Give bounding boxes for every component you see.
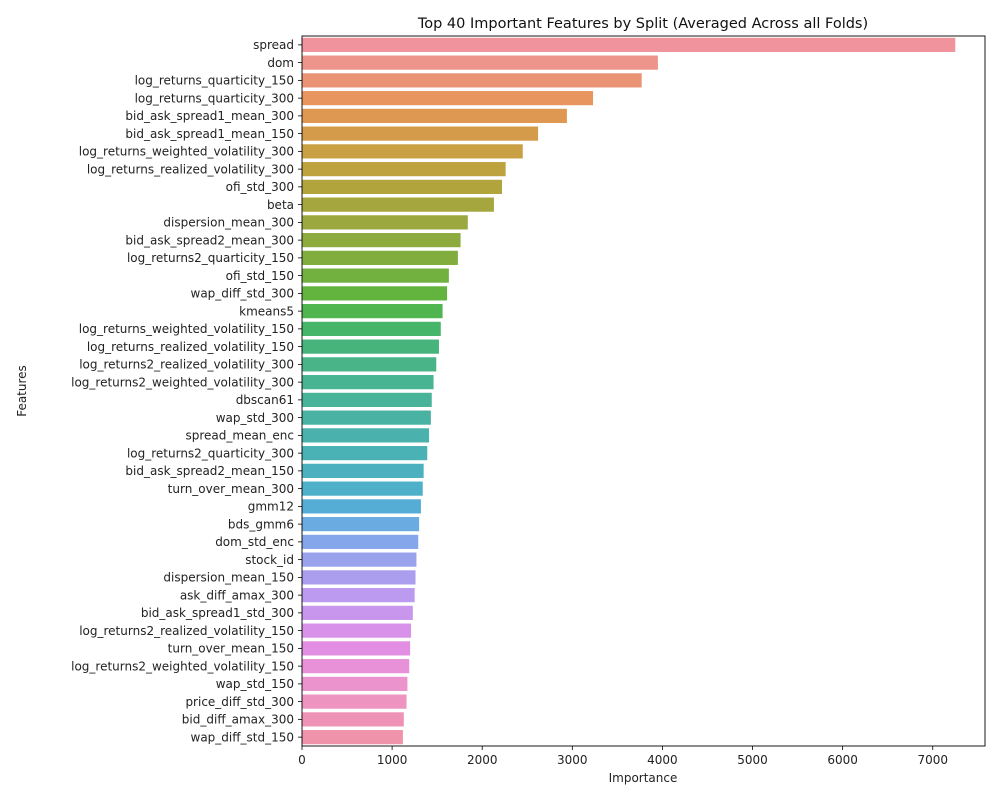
x-axis-ticks: 0 1000 2000 3000 4000 5000 6000 7000 — [298, 746, 948, 767]
bar-log_returns_realized_volatility_300 — [302, 162, 506, 177]
y-tick-label: dom_std_enc — [215, 535, 294, 549]
y-tick-label: gmm12 — [248, 500, 294, 514]
bar-dom_std_enc — [302, 534, 419, 549]
bar-log_returns2_quarticity_300 — [302, 446, 428, 461]
bar-log_returns_realized_volatility_150 — [302, 339, 439, 354]
bar-kmeans5 — [302, 304, 443, 319]
bar-wap_std_150 — [302, 676, 408, 691]
bar-gmm12 — [302, 499, 421, 514]
y-tick-label: ofi_std_150 — [226, 269, 294, 283]
y-tick-label: dispersion_mean_150 — [163, 571, 294, 585]
x-tick-label: 3000 — [557, 753, 588, 767]
y-axis-label: Features — [15, 365, 29, 417]
bar-bid_ask_spread2_mean_150 — [302, 463, 424, 478]
bar-dbscan61 — [302, 392, 432, 407]
y-tick-label: log_returns_realized_volatility_150 — [87, 340, 294, 354]
bar-ofi_std_300 — [302, 179, 503, 194]
y-tick-label: bds_gmm6 — [228, 517, 294, 531]
y-tick-label: bid_ask_spread1_std_300 — [141, 606, 294, 620]
bar-log_returns_quarticity_150 — [302, 73, 642, 88]
y-tick-label: dom — [267, 56, 294, 70]
bar-log_returns2_realized_volatility_300 — [302, 357, 437, 372]
bar-log_returns_weighted_volatility_300 — [302, 144, 523, 159]
bars-group — [302, 37, 956, 745]
y-tick-label: log_returns2_quarticity_150 — [127, 251, 294, 265]
y-tick-label: log_returns_weighted_volatility_150 — [79, 322, 294, 336]
y-tick-label: bid_ask_spread1_mean_150 — [125, 127, 294, 141]
y-tick-label: kmeans5 — [239, 304, 294, 318]
y-tick-label: log_returns_realized_volatility_300 — [87, 162, 294, 176]
bar-bds_gmm6 — [302, 517, 420, 532]
bar-bid_ask_spread1_mean_300 — [302, 108, 567, 123]
bar-bid_diff_amax_300 — [302, 712, 404, 727]
y-axis-ticks: spread dom log_returns_quarticity_150 log_r… — [71, 38, 302, 744]
y-tick-label: wap_diff_std_300 — [191, 287, 294, 301]
y-tick-label: spread_mean_enc — [185, 429, 294, 443]
bar-price_diff_std_300 — [302, 694, 407, 709]
bar-log_returns2_quarticity_150 — [302, 250, 458, 265]
bar-stock_id — [302, 552, 417, 567]
bar-log_returns_weighted_volatility_150 — [302, 321, 441, 336]
y-tick-label: bid_ask_spread1_mean_300 — [125, 109, 294, 123]
bar-log_returns2_weighted_volatility_300 — [302, 375, 434, 390]
y-tick-label: dbscan61 — [236, 393, 294, 407]
y-tick-label: ofi_std_300 — [226, 180, 294, 194]
y-tick-label: log_returns2_weighted_volatility_150 — [71, 659, 294, 673]
y-tick-label: log_returns_weighted_volatility_300 — [79, 145, 294, 159]
y-tick-label: wap_std_300 — [216, 411, 294, 425]
x-tick-label: 4000 — [647, 753, 678, 767]
bar-log_returns2_weighted_volatility_150 — [302, 659, 410, 674]
y-tick-label: ask_diff_amax_300 — [180, 588, 294, 602]
bar-wap_diff_std_300 — [302, 286, 448, 301]
y-tick-label: log_returns_quarticity_150 — [135, 74, 294, 88]
y-tick-label: bid_ask_spread2_mean_150 — [125, 464, 294, 478]
bar-turn_over_mean_300 — [302, 481, 423, 496]
x-tick-label: 0 — [298, 753, 306, 767]
x-tick-label: 6000 — [827, 753, 858, 767]
y-tick-label: bid_diff_amax_300 — [182, 713, 294, 727]
x-axis-label: Importance — [609, 771, 678, 785]
x-tick-label: 5000 — [737, 753, 768, 767]
y-tick-label: log_returns_quarticity_300 — [135, 91, 294, 105]
x-tick-label: 7000 — [917, 753, 948, 767]
x-tick-label: 1000 — [377, 753, 408, 767]
bar-log_returns_quarticity_300 — [302, 91, 594, 106]
bar-ask_diff_amax_300 — [302, 588, 415, 603]
bar-wap_diff_std_150 — [302, 730, 403, 745]
y-tick-label: log_returns2_weighted_volatility_300 — [71, 375, 294, 389]
bar-spread_mean_enc — [302, 428, 430, 443]
bar-beta — [302, 197, 494, 212]
bar-wap_std_300 — [302, 410, 431, 425]
y-tick-label: beta — [267, 198, 294, 212]
bar-log_returns2_realized_volatility_150 — [302, 623, 412, 638]
bar-bid_ask_spread2_mean_300 — [302, 233, 461, 248]
bar-turn_over_mean_150 — [302, 641, 411, 656]
chart-title: Top 40 Important Features by Split (Aver… — [417, 16, 868, 32]
y-tick-label: stock_id — [245, 553, 294, 567]
y-tick-label: log_returns2_realized_volatility_150 — [79, 624, 294, 638]
y-tick-label: log_returns2_realized_volatility_300 — [79, 358, 294, 372]
y-tick-label: wap_std_150 — [216, 677, 294, 691]
plot-frame — [301, 35, 986, 747]
bar-bid_ask_spread1_std_300 — [302, 605, 413, 620]
y-tick-label: bid_ask_spread2_mean_300 — [125, 233, 294, 247]
bar-dom — [302, 55, 658, 70]
y-tick-label: log_returns2_quarticity_300 — [127, 446, 294, 460]
bar-dispersion_mean_150 — [302, 570, 416, 585]
bar-bid_ask_spread1_mean_150 — [302, 126, 539, 141]
y-tick-label: wap_diff_std_150 — [191, 730, 294, 744]
y-tick-label: turn_over_mean_150 — [168, 642, 294, 656]
bar-spread — [302, 37, 956, 52]
y-tick-label: dispersion_mean_300 — [163, 216, 294, 230]
bar-ofi_std_150 — [302, 268, 449, 283]
x-tick-label: 2000 — [467, 753, 498, 767]
y-tick-label: spread — [253, 38, 294, 52]
bar-dispersion_mean_300 — [302, 215, 468, 230]
y-tick-label: turn_over_mean_300 — [168, 482, 294, 496]
y-tick-label: price_diff_std_300 — [185, 695, 294, 709]
